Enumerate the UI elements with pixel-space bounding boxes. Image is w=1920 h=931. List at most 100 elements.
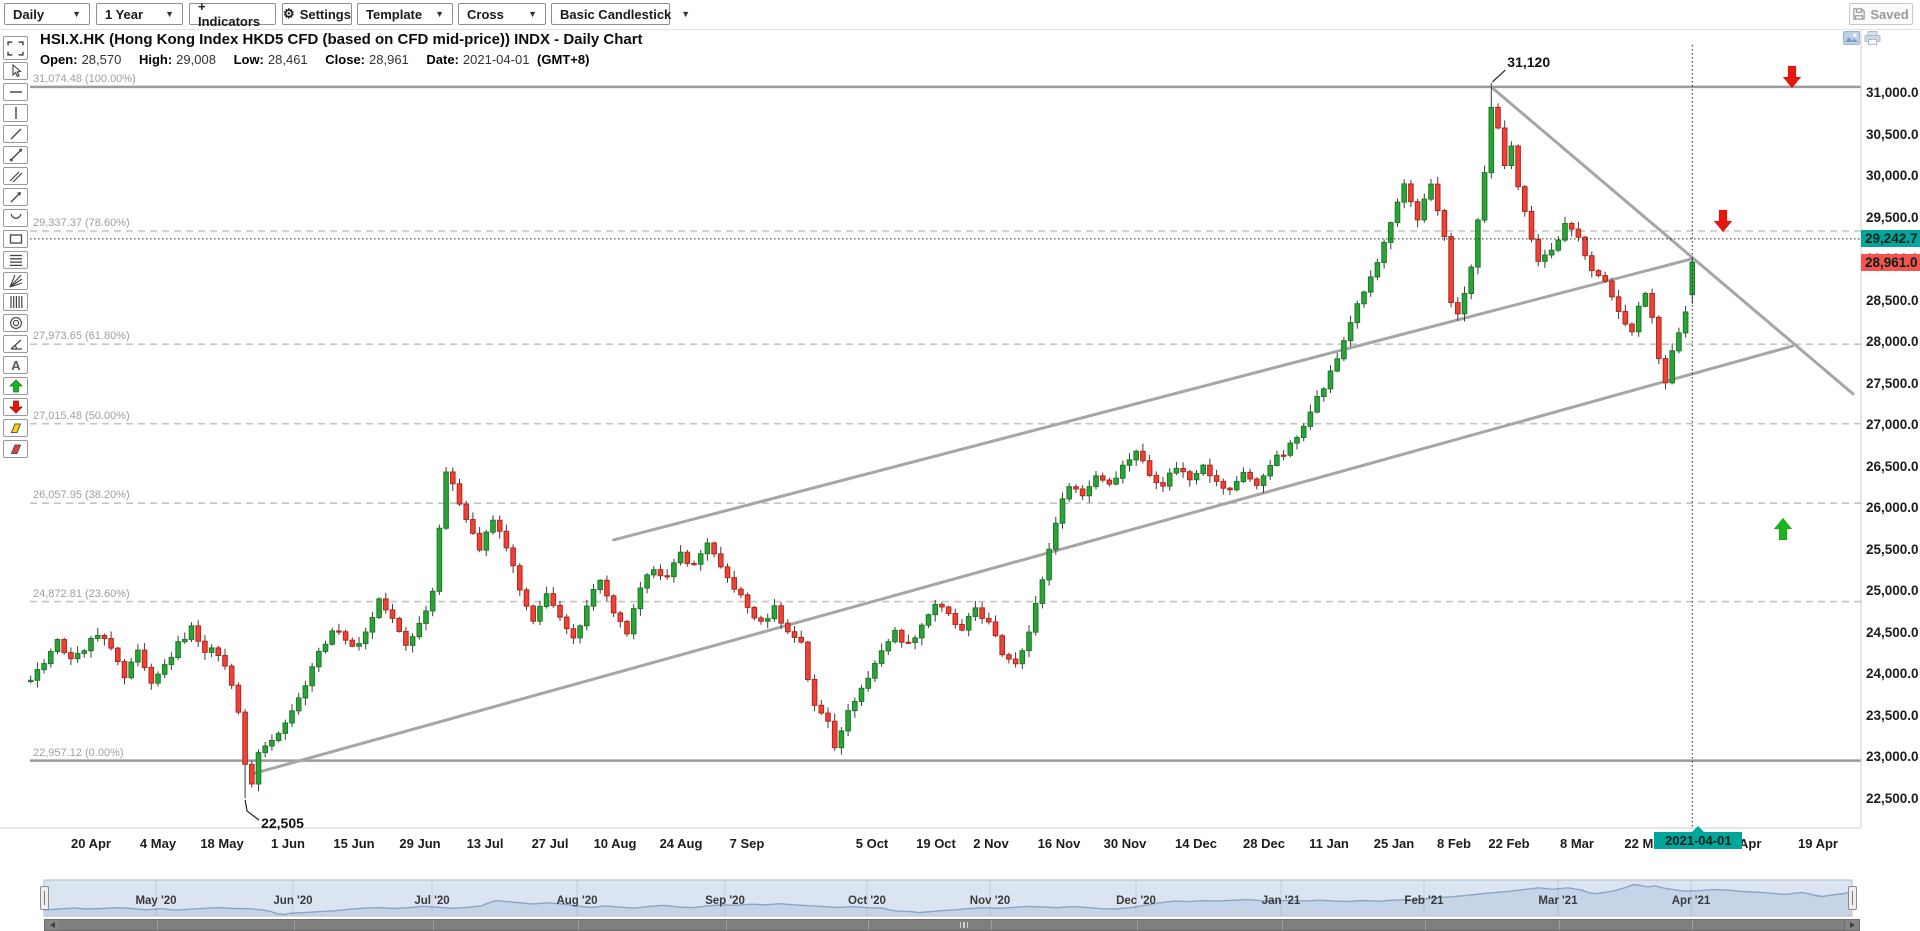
tool-cursor-icon[interactable] (3, 62, 28, 80)
scrollbar-tick (1425, 920, 1426, 930)
candle-body (215, 647, 222, 657)
tool-fullscreen-icon[interactable] (3, 36, 28, 60)
tool-text-icon[interactable]: A (3, 356, 28, 374)
candle-body (1421, 198, 1428, 221)
fib-level-label: 24,872.81 (23.60%) (33, 587, 130, 600)
tool-angle-icon[interactable] (3, 335, 28, 353)
candle-body (1448, 236, 1454, 304)
candle-body (88, 637, 94, 652)
timeframe-value: Daily (13, 6, 45, 22)
candle-body (1260, 475, 1267, 486)
scrollbar-thumb[interactable] (59, 920, 1845, 930)
chart-title: HSI.X.HK (Hong Kong Index HKD5 CFD (base… (40, 31, 643, 48)
candle-body (81, 650, 88, 654)
horizontal-scrollbar[interactable] (44, 919, 1860, 931)
candle-body (54, 639, 61, 652)
x-axis-label: 11 Jan (1309, 836, 1349, 851)
candle-body (1455, 302, 1461, 315)
close-value: 28,961 (369, 52, 409, 67)
candle-body (456, 483, 463, 505)
tool-arc-icon[interactable] (3, 209, 28, 227)
cursor-mode-dropdown[interactable]: Cross ▼ (458, 3, 546, 25)
candle-body (704, 542, 711, 555)
scrollbar-tick (433, 920, 434, 930)
candle-body (1528, 210, 1535, 240)
tool-fib-time-zones-icon[interactable] (3, 293, 28, 311)
candle-body (483, 531, 490, 551)
scroll-right-arrow-icon[interactable] (1844, 920, 1859, 930)
tool-arrow-line-icon[interactable] (3, 188, 28, 206)
indicators-button[interactable]: + Indicators (189, 0, 276, 29)
candle-body (1073, 486, 1079, 490)
candle-body (1274, 454, 1280, 466)
printer-icon[interactable] (1864, 31, 1881, 45)
chevron-down-icon: ▼ (165, 9, 174, 19)
candle-body (141, 649, 148, 668)
candle-body (61, 639, 68, 654)
tool-fib-circles-icon[interactable] (3, 314, 28, 332)
tool-rectangle-icon[interactable] (3, 230, 28, 248)
saved-button[interactable]: Saved (1849, 3, 1913, 25)
range-navigator[interactable] (0, 878, 1920, 920)
candle-body (1622, 310, 1629, 325)
tool-marker-yellow-icon[interactable] (3, 419, 28, 437)
x-axis-label: 13 Jul (466, 836, 504, 851)
navigator-month-label: Jan '21 (1261, 895, 1301, 907)
y-axis-label: 25,000.0 (1866, 583, 1919, 598)
tool-gann-fan-icon[interactable] (3, 272, 28, 290)
candle-body (362, 631, 369, 645)
candle-body (1669, 350, 1676, 384)
tool-trend-line-icon[interactable] (3, 125, 28, 143)
navigator-left-handle[interactable] (40, 886, 49, 910)
candle-body (1006, 654, 1012, 660)
candle-body (1046, 548, 1052, 581)
range-dropdown[interactable]: 1 Year ▼ (96, 3, 183, 25)
candle-body (657, 569, 664, 577)
candle-body (1468, 266, 1475, 294)
candle-body (1039, 579, 1046, 604)
candle-body (1032, 602, 1039, 633)
x-axis-label: 30 Nov (1103, 836, 1147, 851)
x-axis-label: 19 Apr (1798, 836, 1838, 851)
snapshot-image-icon[interactable] (1843, 31, 1860, 45)
chart-type-dropdown[interactable]: Basic Candlestick ▼ (551, 3, 690, 25)
candle-body (1300, 425, 1307, 439)
candlestick-plot[interactable]: 31,120 22,505 (0, 29, 1920, 831)
template-dropdown[interactable]: Template ▼ (357, 3, 453, 25)
candle-body (651, 569, 657, 576)
navigator-right-handle[interactable] (1848, 886, 1857, 910)
range-value: 1 Year (105, 6, 144, 22)
candle-body (563, 616, 570, 630)
candle-body (235, 684, 242, 713)
candle-body (630, 608, 637, 635)
tool-arrow-mark-down-icon[interactable] (3, 398, 28, 416)
candle-body (979, 607, 985, 619)
candle-body (228, 665, 235, 686)
timeframe-dropdown[interactable]: Daily ▼ (4, 3, 90, 25)
candle-body (128, 661, 134, 679)
tool-vertical-line-icon[interactable] (3, 104, 28, 122)
candle-body (222, 655, 228, 667)
x-axis-label: 25 Jan (1373, 836, 1415, 851)
candle-body (831, 720, 838, 749)
candle-body (1548, 249, 1555, 256)
candle-body (785, 622, 791, 633)
tool-marker-red-icon[interactable] (3, 440, 28, 458)
tool-parallel-channel-icon[interactable] (3, 167, 28, 185)
close-price-badge: 28,961.0 (1861, 253, 1920, 271)
scroll-left-arrow-icon[interactable] (45, 920, 60, 930)
candle-body (1280, 454, 1287, 457)
tool-arrow-mark-up-icon[interactable] (3, 377, 28, 395)
close-label: Close: (325, 52, 366, 67)
tool-horizontal-line-icon[interactable] (3, 83, 28, 101)
candle-body (249, 763, 255, 785)
candle-body (952, 613, 959, 625)
settings-button[interactable]: ⚙ Settings (282, 3, 352, 25)
candle-body (758, 617, 764, 622)
tool-trend-line-points-icon[interactable] (3, 146, 28, 164)
timezone-label: (GMT+8) (537, 52, 590, 67)
tool-fib-retracement-icon[interactable] (3, 251, 28, 269)
candle-body (1213, 475, 1220, 482)
candle-body (590, 588, 597, 607)
candle-body (865, 677, 872, 689)
